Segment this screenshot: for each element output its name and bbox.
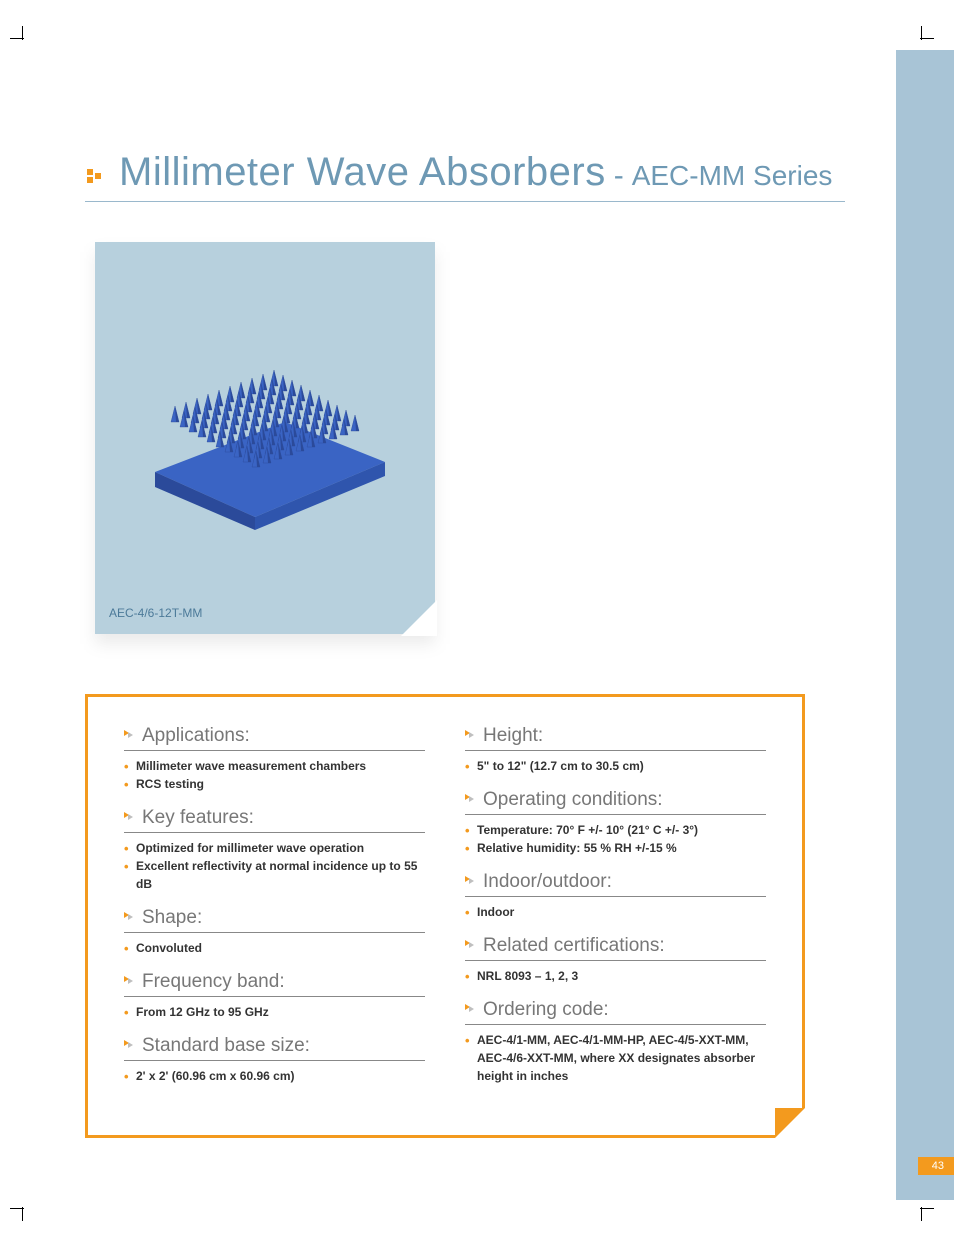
crop-mark — [912, 28, 932, 48]
page-number: 43 — [918, 1157, 954, 1175]
spec-bullet: Optimized for millimeter wave operation — [124, 839, 425, 857]
spec-section-title: Indoor/outdoor: — [483, 871, 612, 893]
spec-bullet-list: From 12 GHz to 95 GHz — [124, 1003, 425, 1021]
spec-section: Standard base size: 2' x 2' (60.96 cm x 6… — [124, 1035, 425, 1085]
crop-mark — [12, 28, 32, 48]
page-subtitle: AEC-MM Series — [632, 160, 833, 192]
title-bullet-icon — [85, 167, 107, 194]
spec-section-title: Key features: — [142, 807, 254, 829]
spec-section-title: Related certifications: — [483, 935, 665, 957]
spec-section-header: Indoor/outdoor: — [465, 871, 766, 897]
spec-bullet-list: NRL 8093 – 1, 2, 3 — [465, 967, 766, 985]
spec-section-title: Shape: — [142, 907, 202, 929]
spec-col-left: Applications: Millimeter wave measurement… — [124, 725, 425, 1099]
product-caption: AEC-4/6-12T-MM — [109, 606, 202, 620]
spec-bullet: 5" to 12" (12.7 cm to 30.5 cm) — [465, 757, 766, 775]
spec-section-header: Ordering code: — [465, 999, 766, 1025]
spec-section-title: Applications: — [142, 725, 250, 747]
spec-section: Related certifications: NRL 8093 – 1, 2, … — [465, 935, 766, 985]
spec-section: Operating conditions: Temperature: 70° F … — [465, 789, 766, 857]
page-title-row: Millimeter Wave Absorbers - AEC-MM Serie… — [85, 150, 845, 202]
title-separator: - — [614, 159, 624, 193]
spec-section: Applications: Millimeter wave measurement… — [124, 725, 425, 793]
spec-bullet: RCS testing — [124, 775, 425, 793]
spec-bullet: Indoor — [465, 903, 766, 921]
spec-bullet: Excellent reflectivity at normal inciden… — [124, 857, 425, 893]
spec-section-title: Operating conditions: — [483, 789, 663, 811]
spec-section: Indoor/outdoor: Indoor — [465, 871, 766, 921]
crop-mark — [12, 1199, 32, 1219]
spec-bullet: Relative humidity: 55 % RH +/-15 % — [465, 839, 766, 857]
spec-section-header: Related certifications: — [465, 935, 766, 961]
spec-section-header: Applications: — [124, 725, 425, 751]
spec-section-title: Height: — [483, 725, 543, 747]
spec-section-header: Operating conditions: — [465, 789, 766, 815]
spec-section-title: Frequency band: — [142, 971, 285, 993]
spec-section: Ordering code: AEC-4/1-MM, AEC-4/1-MM-HP,… — [465, 999, 766, 1085]
spec-section: Key features: Optimized for millimeter wa… — [124, 807, 425, 893]
spec-bullet: Convoluted — [124, 939, 425, 957]
spec-section-header: Height: — [465, 725, 766, 751]
spec-section-header: Key features: — [124, 807, 425, 833]
spec-col-right: Height: 5" to 12" (12.7 cm to 30.5 cm) Ope… — [465, 725, 766, 1099]
page-title: Millimeter Wave Absorbers — [119, 150, 606, 195]
spec-bullet-list: Indoor — [465, 903, 766, 921]
product-image-card: AEC-4/6-12T-MM — [95, 242, 435, 634]
spec-section-header: Shape: — [124, 907, 425, 933]
side-tab: Specialty Absorbers 43 — [896, 50, 954, 1200]
spec-section: Frequency band: From 12 GHz to 95 GHz — [124, 971, 425, 1021]
spec-bullet-list: Millimeter wave measurement chambersRCS … — [124, 757, 425, 793]
spec-bullet: 2' x 2' (60.96 cm x 60.96 cm) — [124, 1067, 425, 1085]
absorber-illustration — [135, 312, 395, 532]
spec-bullet: Temperature: 70° F +/- 10° (21° C +/- 3°… — [465, 821, 766, 839]
spec-box: Applications: Millimeter wave measurement… — [85, 694, 805, 1138]
spec-bullet: From 12 GHz to 95 GHz — [124, 1003, 425, 1021]
spec-bullet-list: Optimized for millimeter wave operationE… — [124, 839, 425, 893]
page-content: Millimeter Wave Absorbers - AEC-MM Serie… — [85, 150, 845, 1138]
spec-bullet-list: 2' x 2' (60.96 cm x 60.96 cm) — [124, 1067, 425, 1085]
spec-section-title: Standard base size: — [142, 1035, 310, 1057]
spec-bullet: NRL 8093 – 1, 2, 3 — [465, 967, 766, 985]
spec-bullet-list: Convoluted — [124, 939, 425, 957]
spec-bullet: Millimeter wave measurement chambers — [124, 757, 425, 775]
spec-section-header: Frequency band: — [124, 971, 425, 997]
crop-mark — [912, 1199, 932, 1219]
spec-section: Height: 5" to 12" (12.7 cm to 30.5 cm) — [465, 725, 766, 775]
spec-bullet: AEC-4/1-MM, AEC-4/1-MM-HP, AEC-4/5-XXT-M… — [465, 1031, 766, 1085]
spec-section: Shape: Convoluted — [124, 907, 425, 957]
spec-bullet-list: 5" to 12" (12.7 cm to 30.5 cm) — [465, 757, 766, 775]
spec-section-header: Standard base size: — [124, 1035, 425, 1061]
spec-bullet-list: AEC-4/1-MM, AEC-4/1-MM-HP, AEC-4/5-XXT-M… — [465, 1031, 766, 1085]
spec-section-title: Ordering code: — [483, 999, 609, 1021]
spec-bullet-list: Temperature: 70° F +/- 10° (21° C +/- 3°… — [465, 821, 766, 857]
